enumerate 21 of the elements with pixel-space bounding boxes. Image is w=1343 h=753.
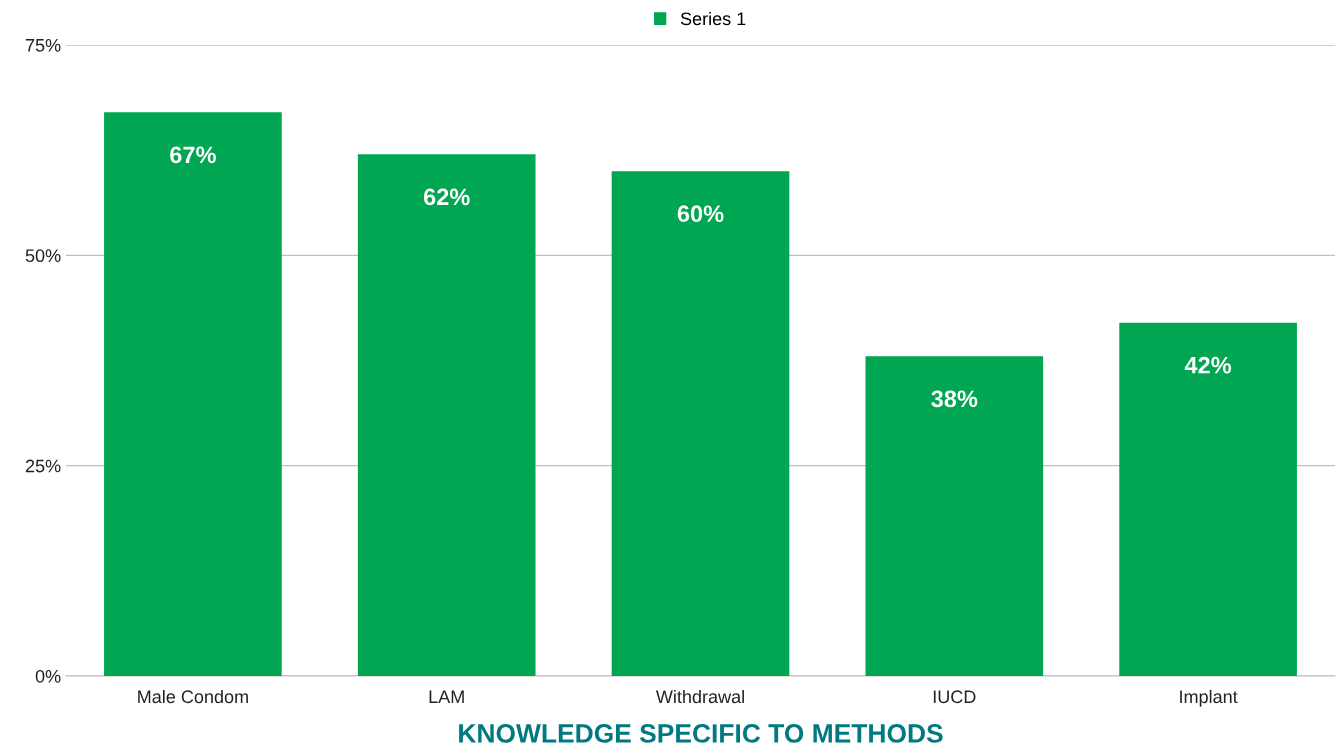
bar (104, 112, 282, 676)
y-tick-label: 0% (35, 669, 61, 683)
data-label: 60% (677, 205, 724, 223)
y-tick-label: 25% (25, 459, 61, 473)
x-tick-label: Implant (1180, 689, 1238, 707)
legend-label: Series 1 (680, 11, 746, 26)
data-label: 67% (170, 146, 216, 164)
x-tick-label: Male Condom (138, 689, 248, 704)
bar (1119, 322, 1297, 676)
data-label: 62% (423, 188, 470, 206)
x-tick-label: LAM (429, 690, 464, 703)
y-tick-label: 75% (25, 39, 61, 52)
bar (357, 154, 536, 676)
x-tick-label: IUCD (933, 690, 976, 704)
data-label: 42% (1184, 356, 1232, 374)
x-tick-label: Withdrawal (655, 689, 744, 704)
y-tick-label: 50% (25, 249, 61, 263)
bar (865, 356, 1044, 676)
x-axis-title: KNOWLEDGE SPECIFIC TO METHODS (459, 724, 943, 743)
bar (611, 171, 790, 676)
data-label: 38% (931, 390, 978, 408)
